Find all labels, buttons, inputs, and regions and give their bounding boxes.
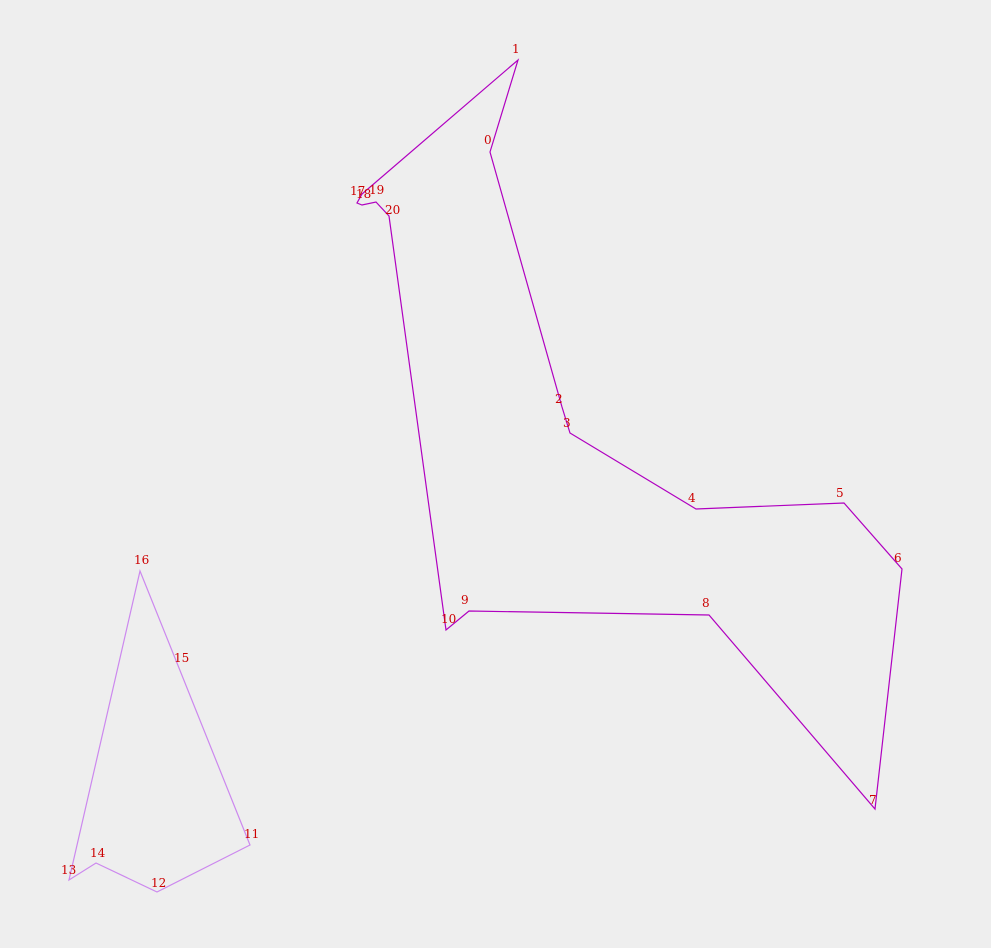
point-label-14: 14 bbox=[90, 846, 106, 860]
point-label-12: 12 bbox=[151, 876, 166, 890]
point-label-2: 2 bbox=[555, 392, 563, 406]
point-label-17: 17 bbox=[350, 184, 365, 198]
point-label-18: 18 bbox=[356, 187, 371, 201]
large-polygon-outline bbox=[356, 58, 903, 811]
point-label-11: 11 bbox=[244, 827, 259, 841]
point-label-9: 9 bbox=[461, 593, 469, 607]
point-label-0: 0 bbox=[484, 133, 492, 147]
point-label-20: 20 bbox=[385, 203, 400, 217]
point-label-4: 4 bbox=[688, 491, 696, 505]
point-label-16: 16 bbox=[134, 553, 149, 567]
point-label-6: 6 bbox=[894, 551, 902, 565]
point-label-3: 3 bbox=[563, 416, 571, 430]
point-label-1: 1 bbox=[512, 42, 520, 56]
point-label-7: 7 bbox=[869, 793, 877, 807]
point-label-8: 8 bbox=[702, 596, 710, 610]
point-labels: 0 1 2 3 4 5 6 7 8 9 10 11 12 13 14 15 16… bbox=[61, 42, 902, 890]
point-label-19: 19 bbox=[369, 183, 384, 197]
point-label-15: 15 bbox=[174, 651, 189, 665]
point-label-10: 10 bbox=[441, 612, 456, 626]
point-label-5: 5 bbox=[836, 486, 844, 500]
small-polygon-outline bbox=[68, 569, 251, 893]
point-label-13: 13 bbox=[61, 863, 76, 877]
